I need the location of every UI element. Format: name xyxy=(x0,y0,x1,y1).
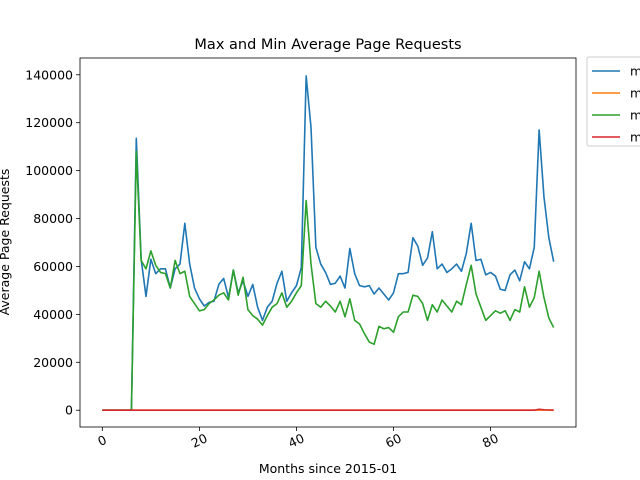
legend-label-1: m xyxy=(630,64,640,79)
y-tick-label: 20000 xyxy=(33,355,73,370)
y-axis-ticks: 0 20000 40000 60000 80000 100000 120000 140000 xyxy=(25,67,80,418)
y-axis-label: Average Page Requests xyxy=(0,169,12,316)
series-line-3 xyxy=(102,150,555,412)
y-tick-label: 60000 xyxy=(33,259,73,274)
plot-area xyxy=(79,57,577,428)
y-tick-label: 40000 xyxy=(33,307,73,322)
y-tick-label: 100000 xyxy=(25,163,73,178)
legend-label-2: m xyxy=(630,86,640,101)
x-tick-label: 60 xyxy=(383,430,404,450)
y-tick-label: 0 xyxy=(65,403,73,418)
y-tick-label: 120000 xyxy=(25,115,73,130)
x-axis-ticks: 0 20 40 60 80 xyxy=(95,427,501,451)
legend-label-3: m xyxy=(630,108,640,123)
axes-frame xyxy=(79,57,577,428)
legend-box xyxy=(586,56,640,147)
series-layer xyxy=(102,75,555,412)
x-axis-label: Months since 2015-01 xyxy=(259,461,397,476)
chart-title: Max and Min Average Page Requests xyxy=(194,37,461,53)
y-tick-label: 140000 xyxy=(25,67,73,82)
x-tick-label: 40 xyxy=(286,430,307,450)
y-tick-label: 80000 xyxy=(33,211,73,226)
legend-label-4: m xyxy=(630,130,640,145)
series-line-4 xyxy=(102,408,554,412)
x-tick-label: 80 xyxy=(480,430,501,450)
x-tick-label: 20 xyxy=(189,430,210,450)
